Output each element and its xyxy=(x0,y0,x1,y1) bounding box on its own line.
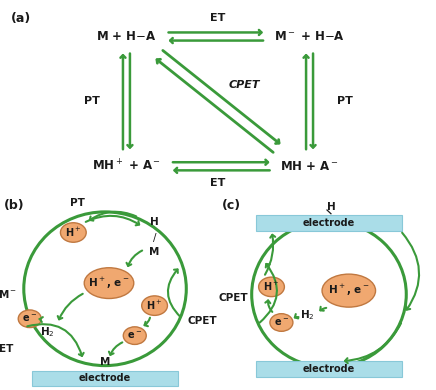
Text: CPET: CPET xyxy=(228,80,260,90)
Text: H$^+$: H$^+$ xyxy=(65,226,82,239)
Text: H$^+$: H$^+$ xyxy=(146,299,163,312)
Text: M: M xyxy=(100,357,110,367)
Text: PT: PT xyxy=(337,96,352,106)
Text: M$^-$: M$^-$ xyxy=(0,288,17,300)
Text: e$^-$: e$^-$ xyxy=(22,313,37,324)
Text: electrode: electrode xyxy=(303,218,355,228)
Text: M: M xyxy=(150,247,160,257)
Text: H$^+$: H$^+$ xyxy=(263,280,280,293)
Text: H: H xyxy=(150,217,159,227)
Text: CPET: CPET xyxy=(187,316,217,326)
Text: (a): (a) xyxy=(11,12,31,25)
FancyBboxPatch shape xyxy=(255,215,402,230)
Text: (b): (b) xyxy=(4,199,24,212)
FancyBboxPatch shape xyxy=(32,370,178,386)
Ellipse shape xyxy=(322,274,375,307)
Text: electrode: electrode xyxy=(79,373,131,383)
Text: ET: ET xyxy=(210,177,226,188)
Text: H$^+$, e$^-$: H$^+$, e$^-$ xyxy=(89,276,129,291)
Text: ET: ET xyxy=(210,13,226,23)
Text: /: / xyxy=(153,233,157,243)
Ellipse shape xyxy=(84,268,134,298)
Text: (c): (c) xyxy=(222,199,241,212)
FancyBboxPatch shape xyxy=(255,361,402,377)
Text: MH$^+$ + A$^-$: MH$^+$ + A$^-$ xyxy=(92,159,161,174)
Text: CPET: CPET xyxy=(218,293,248,303)
Text: H: H xyxy=(327,202,335,213)
Ellipse shape xyxy=(123,327,146,344)
Text: e$^-$: e$^-$ xyxy=(274,317,289,328)
Text: H$^+$, e$^-$: H$^+$, e$^-$ xyxy=(328,283,369,298)
Text: H$_2$: H$_2$ xyxy=(300,308,314,322)
Text: PT: PT xyxy=(70,197,85,207)
Ellipse shape xyxy=(61,223,86,242)
Text: PT: PT xyxy=(84,96,99,106)
Ellipse shape xyxy=(259,277,284,297)
Text: ET: ET xyxy=(0,344,13,354)
Text: H$_2$: H$_2$ xyxy=(40,325,55,339)
Text: M$^-$ + H$-$A: M$^-$ + H$-$A xyxy=(274,30,345,43)
Ellipse shape xyxy=(270,314,293,332)
Text: MH + A$^-$: MH + A$^-$ xyxy=(280,160,339,173)
Text: M + H$-$A: M + H$-$A xyxy=(96,30,157,43)
Ellipse shape xyxy=(142,296,167,316)
Text: e$^-$: e$^-$ xyxy=(127,330,142,341)
Text: electrode: electrode xyxy=(303,364,355,374)
Ellipse shape xyxy=(18,310,41,328)
